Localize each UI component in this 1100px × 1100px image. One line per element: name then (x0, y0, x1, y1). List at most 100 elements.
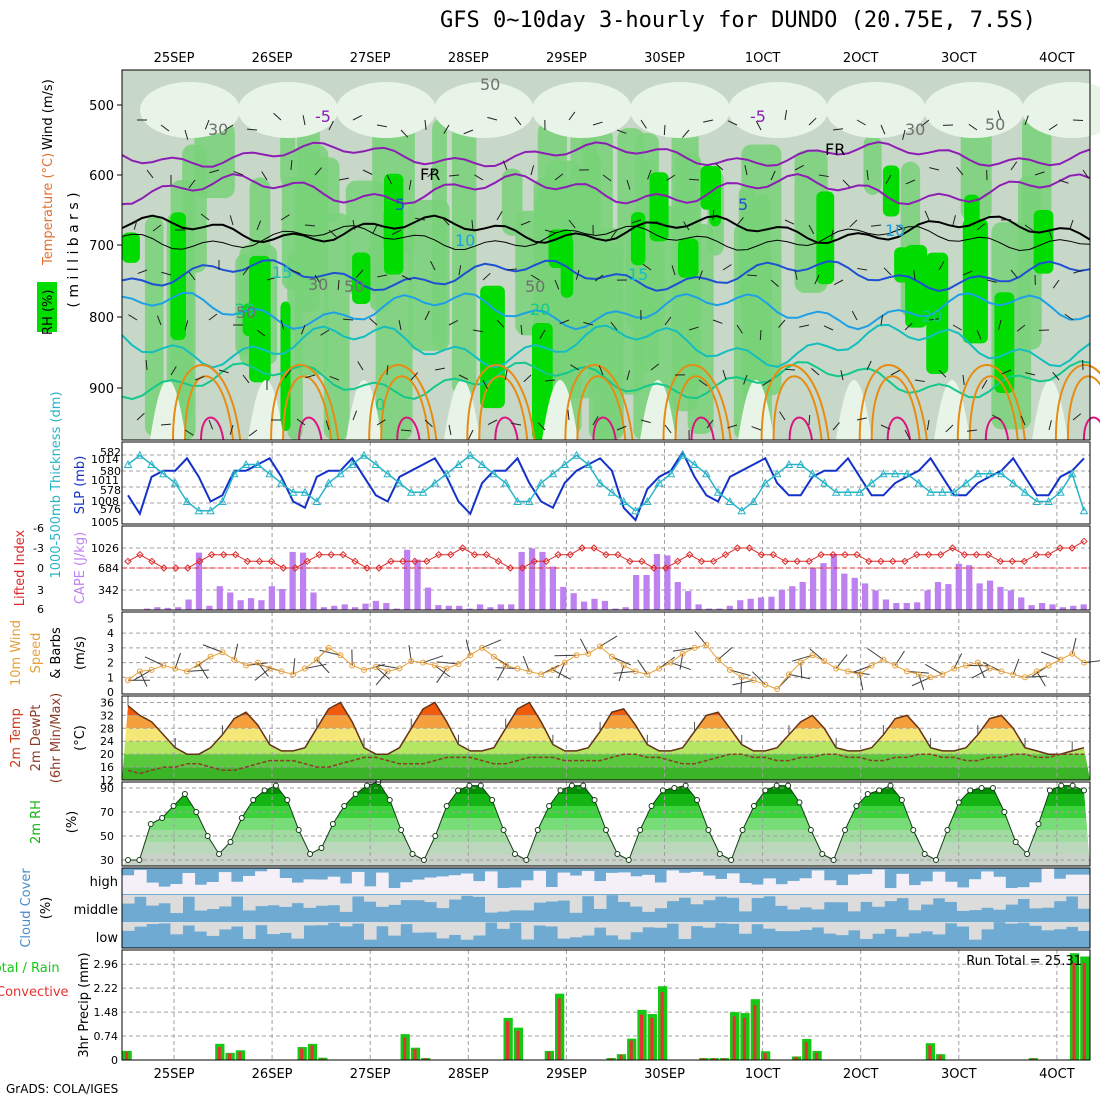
rh-marker (568, 782, 575, 789)
cloud-cover-cell (1065, 922, 1079, 927)
wind-barb (717, 646, 733, 661)
wind-speed-marker (313, 656, 320, 663)
cloud-cover-cell (896, 873, 909, 894)
cape-bar (487, 607, 494, 610)
contour-label: -5 (315, 107, 331, 126)
surface-temperature-contour (984, 416, 1010, 441)
wind-barb (487, 116, 498, 121)
cape-bar (1059, 607, 1067, 610)
precip-convective-bar (619, 1054, 623, 1060)
rh-region-moist (964, 194, 980, 250)
pressure-tick-label: 900 (89, 382, 114, 397)
surface-temperature-contour (690, 416, 715, 441)
cape-bar (372, 600, 380, 610)
cape-bar (351, 607, 359, 610)
contour-label: 20 (235, 300, 255, 319)
wind-barb (778, 319, 786, 328)
wind-barb (1058, 179, 1069, 184)
wind-speed-marker (573, 652, 580, 659)
contour-label: 5 (738, 195, 748, 214)
rh-region-dry (434, 82, 534, 138)
cape-bar (331, 605, 338, 610)
cloud-cover-cell (460, 895, 474, 896)
precip-tick-label: 2.22 (94, 982, 119, 995)
cape-bar (945, 584, 952, 610)
cloud-cover-cell (134, 869, 147, 894)
precip-convective-bar (815, 1052, 819, 1060)
rh-marker (557, 787, 564, 794)
thickness-tick-label: 582 (100, 446, 121, 459)
rh-marker (739, 827, 746, 833)
cloud-cover-cell (944, 895, 958, 902)
cloud-cover-cell (388, 887, 401, 894)
wind-barb (840, 370, 844, 381)
rh-region-moist (383, 173, 404, 275)
wind-barb (808, 224, 815, 235)
wind-barb (567, 410, 570, 421)
cloud-cover-cell (908, 922, 922, 934)
thickness-marker (454, 459, 463, 468)
surface-temperature-contour (478, 375, 529, 441)
cloud-cover-cell (860, 873, 873, 894)
cape-bar (643, 575, 650, 610)
cloud-cover-cell (388, 895, 401, 905)
rh-marker (773, 782, 780, 789)
rh-marker (1001, 809, 1008, 815)
wind-barb (658, 656, 675, 669)
wind-speed-marker (243, 662, 250, 669)
wind-barb (300, 324, 306, 335)
surface-temperature-contour (956, 364, 1026, 441)
wind-barb (794, 164, 805, 171)
wind-speed-marker (455, 661, 462, 668)
cloud-cover-cell (533, 922, 546, 926)
cape-bar (508, 604, 515, 610)
precip-convective-bar (228, 1053, 232, 1060)
wind-barb (976, 223, 986, 231)
wind-barb (992, 414, 1002, 421)
li-marker (805, 557, 813, 566)
li-axis-label: Lifted Index (13, 529, 28, 606)
cloud-cover-cell (956, 887, 970, 894)
li-marker (243, 557, 252, 566)
cloud-cover-cell (1053, 922, 1067, 930)
temp-tick-label: 32 (100, 709, 114, 722)
cape-bar (705, 608, 713, 610)
cloud-cover-panel: high middle low Cloud Cover (%) (19, 867, 1091, 949)
wind-barb (242, 266, 250, 276)
cloud-cover-cell (811, 895, 825, 910)
wind-barb (424, 119, 427, 130)
thickness-marker (902, 469, 912, 478)
wind-barb (712, 319, 723, 324)
slp-tick-label: 1008 (91, 495, 119, 508)
wind-barb (1082, 169, 1090, 179)
wind-speed-marker (431, 662, 438, 669)
wind-speed-marker (880, 656, 887, 663)
li-marker (411, 557, 419, 566)
rh-region-moist (352, 252, 371, 305)
cloud-cover-cell (848, 922, 861, 931)
wind-barb (554, 654, 577, 657)
cloud-cover-cell (533, 895, 546, 903)
temp-axis-label: 2m Temp (9, 708, 24, 768)
wind-speed-marker (549, 666, 556, 673)
cloud-cover-cell (460, 873, 474, 894)
rh-region-dry-low (836, 380, 872, 440)
rh-marker (876, 787, 883, 794)
li-marker (399, 557, 407, 566)
wind-speed-marker (420, 659, 427, 666)
wind-barb (537, 422, 546, 431)
cloud-cover-cell (485, 895, 498, 913)
precip-convective-bar (629, 1040, 633, 1060)
wind-barb (904, 322, 913, 331)
wind-barb (328, 229, 337, 238)
cape-bar (914, 602, 921, 610)
cloud-cover-cell (376, 895, 389, 907)
temp-frame (121, 695, 1091, 781)
wind-barb (650, 363, 660, 371)
wind-barb (320, 329, 330, 336)
wind-speed-marker (821, 658, 828, 665)
wind-barb (755, 120, 762, 131)
temp-tick-label: 24 (100, 735, 114, 748)
wind-barb (880, 315, 884, 326)
rh-marker (1069, 782, 1076, 789)
